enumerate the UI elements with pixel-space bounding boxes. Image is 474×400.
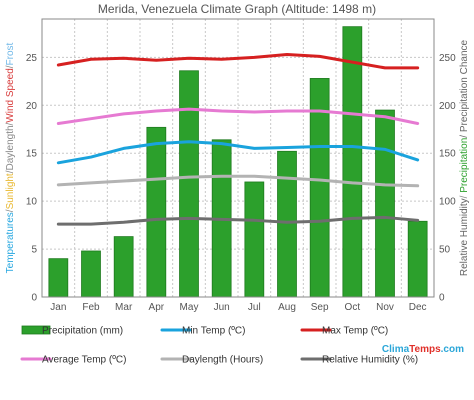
y-right-label-part: Precipitation	[459, 138, 470, 193]
series-line	[56, 215, 420, 226]
series-line	[56, 52, 420, 70]
y-right-tick-label: 200	[439, 101, 456, 112]
legend-label: Precipitation (mm)	[42, 326, 123, 337]
y-right-label-part: / Precipitation Chance	[459, 39, 470, 137]
y-left-tick-label: 5	[31, 245, 37, 256]
series-line	[56, 174, 420, 188]
y-right-tick-label: 0	[439, 293, 445, 304]
y-left-tick-label: 20	[26, 101, 38, 112]
legend-label: Average Temp (ºC)	[42, 355, 126, 366]
y-left-label-part: Sunlight	[5, 173, 16, 209]
x-tick-label: Feb	[82, 302, 100, 313]
y-right-axis-label: Relative Humidity/ Precipitation/ Precip…	[459, 39, 470, 276]
precipitation-bar	[407, 220, 428, 298]
y-left-label-part: /	[5, 65, 16, 68]
y-right-tick-label: 150	[439, 149, 456, 160]
y-left-tick-label: 25	[26, 53, 38, 64]
y-left-label-part: Daylength	[5, 125, 16, 170]
y-right-tick-label: 100	[439, 197, 456, 208]
brand-domain: .com	[441, 344, 464, 355]
x-tick-label: Oct	[345, 302, 361, 313]
precipitation-bar	[48, 258, 69, 298]
plot-frame	[41, 18, 435, 298]
precipitation-bar	[179, 70, 199, 298]
y-left-axis-label: Temperatures/Sunlight/Daylength/Wind Spe…	[5, 42, 16, 273]
chart-title: Merida, Venezuela Climate Graph (Altitud…	[98, 2, 376, 16]
x-tick-label: Jul	[248, 302, 261, 313]
legend-label: Relative Humidity (%)	[322, 355, 418, 366]
precipitation-bar	[81, 250, 101, 298]
precipitation-bar	[146, 126, 167, 298]
series-line	[56, 107, 420, 125]
precipitation-bar	[113, 236, 134, 298]
x-tick-label: Nov	[376, 302, 394, 313]
brand-logo: ClimaTemps.com	[382, 344, 464, 355]
y-left-tick-label: 0	[31, 293, 37, 304]
x-tick-label: Dec	[409, 302, 427, 313]
precipitation-bar	[244, 181, 265, 298]
precipitation-bar	[342, 26, 363, 298]
series-line	[56, 140, 420, 165]
y-left-label-part: Frost	[5, 42, 16, 65]
x-tick-label: Jan	[50, 302, 66, 313]
x-tick-label: Jun	[214, 302, 230, 313]
legend-label: Max Temp (ºC)	[322, 326, 388, 337]
legend: Precipitation (mm) Min Temp (ºC) Max Temp …	[20, 325, 418, 366]
precipitation-bar	[375, 109, 395, 298]
y-right-tick-label: 50	[439, 245, 451, 256]
brand-clima: Clima	[382, 344, 410, 355]
y-left-tick-label: 15	[26, 149, 38, 160]
legend-label: Daylength (Hours)	[182, 355, 263, 366]
y-right-label-part: /	[459, 193, 470, 199]
x-tick-label: Aug	[278, 302, 296, 313]
x-tick-label: Mar	[115, 302, 133, 313]
x-tick-label: Apr	[149, 302, 165, 313]
y-left-tick-label: 10	[26, 197, 38, 208]
y-left-label-part: Temperatures	[5, 212, 16, 273]
y-left-label-part: /	[5, 170, 16, 173]
x-tick-label: May	[180, 302, 199, 313]
legend-label: Min Temp (ºC)	[182, 326, 245, 337]
y-left-label-part: /	[5, 209, 16, 212]
x-tick-label: Sep	[311, 302, 329, 313]
legend-swatch-bar	[21, 325, 51, 335]
brand-temps: Temps	[409, 344, 441, 355]
y-left-label-part: Wind Speed	[5, 68, 16, 122]
y-right-tick-label: 250	[439, 53, 456, 64]
precipitation-bar	[277, 150, 297, 298]
y-right-label-part: Relative Humidity	[459, 198, 470, 276]
y-left-label-part: /	[5, 122, 16, 125]
